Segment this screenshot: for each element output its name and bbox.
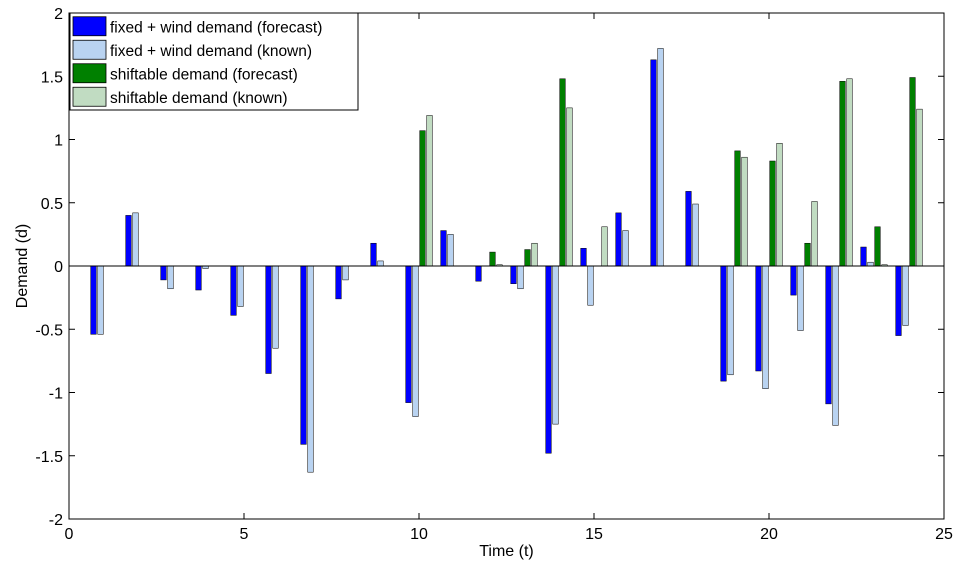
legend-label-1: fixed + wind demand (forecast)	[110, 19, 322, 36]
bar-s3-t14	[559, 78, 566, 267]
bar-s4-t21	[811, 201, 818, 267]
bar-s2-t24	[902, 265, 909, 326]
bar-s1-t17	[650, 59, 657, 267]
bar-s1-t13	[510, 265, 517, 284]
bar-s1-t22	[825, 265, 832, 405]
bar-s3-t13	[524, 249, 531, 267]
bar-s1-t11	[440, 230, 447, 267]
bar-s4-t24	[916, 108, 923, 267]
bar-s1-t3	[160, 265, 167, 281]
x-tick-label: 5	[240, 526, 249, 543]
bar-s1-t7	[300, 265, 307, 445]
bar-s2-t14	[552, 265, 559, 425]
bar-s2-t18	[692, 203, 699, 267]
bar-s1-t14	[545, 265, 552, 454]
bar-s3-t24	[909, 77, 916, 267]
bar-s1-t2	[125, 215, 132, 267]
bar-s4-t14	[566, 107, 573, 267]
x-tick-label: 0	[65, 526, 74, 543]
legend-box	[69, 12, 359, 111]
bar-s4-t19	[741, 156, 748, 267]
bar-s3-t23	[874, 226, 881, 267]
bar-s1-t21	[790, 265, 797, 296]
bar-s2-t13	[517, 265, 524, 290]
bar-s1-t1	[90, 265, 97, 335]
bar-s1-t24	[895, 265, 902, 336]
bar-s1-t6	[265, 265, 272, 374]
bar-s2-t17	[657, 48, 664, 267]
bar-s2-t10	[412, 265, 419, 417]
bar-s1-t9	[370, 242, 377, 267]
bar-s3-t21	[804, 242, 811, 267]
x-tick-label: 15	[585, 526, 603, 543]
axis-ticks: 0 5 10 15 20 25 -2 -1.5 -1 -0.5 0 0.5 1 1.5 2	[35, 6, 953, 543]
y-tick-label: -1	[49, 386, 63, 403]
bar-s4-t10	[426, 115, 433, 267]
bar-s2-t20	[762, 265, 769, 389]
bar-s2-t21	[797, 265, 804, 331]
bar-s2-t16	[622, 230, 629, 267]
bar-s4-t20	[776, 143, 783, 267]
bar-s1-t16	[615, 212, 622, 267]
legend: fixed + wind demand (forecast) fixed + wi…	[69, 12, 359, 111]
y-tick-label: 0	[54, 259, 63, 276]
bar-s1-t5	[230, 265, 237, 316]
legend-label-4: shiftable demand (known)	[110, 90, 288, 107]
bar-s4-t13	[531, 242, 538, 267]
bar-s2-t9	[377, 260, 384, 267]
y-axis-title: Demand (d)	[14, 224, 31, 308]
legend-label-2: fixed + wind demand (known)	[110, 43, 312, 60]
bar-s1-t4	[195, 265, 202, 291]
bar-s1-t19	[720, 265, 727, 382]
bar-s2-t5	[237, 265, 244, 307]
y-tick-label: 1	[54, 133, 63, 150]
legend-swatch-4	[72, 86, 107, 107]
bar-s2-t3	[167, 265, 174, 290]
bar-s2-t15	[587, 265, 594, 306]
legend-swatch-3	[72, 63, 107, 84]
bar-s3-t19	[734, 150, 741, 267]
bar-s3-t10	[419, 130, 426, 267]
y-tick-label: -2	[49, 512, 63, 529]
y-tick-label: -1.5	[35, 449, 63, 466]
y-tick-label: 2	[54, 6, 63, 23]
bar-s1-t18	[685, 191, 692, 267]
bar-s2-t7	[307, 265, 314, 473]
bar-s2-t1	[97, 265, 104, 335]
bar-s1-t15	[580, 248, 587, 267]
bar-s1-t10	[405, 265, 412, 403]
bar-s2-t8	[342, 265, 349, 281]
bar-s1-t23	[860, 246, 867, 267]
bar-s2-t22	[832, 265, 839, 426]
y-tick-label: 0.5	[41, 196, 63, 213]
y-tick-label: -0.5	[35, 322, 63, 339]
legend-label-3: shiftable demand (forecast)	[110, 66, 298, 83]
x-tick-label: 25	[935, 526, 953, 543]
x-tick-label: 20	[760, 526, 778, 543]
legend-swatch-1	[72, 16, 107, 37]
bar-s1-t12	[475, 265, 482, 282]
bar-s2-t19	[727, 265, 734, 376]
bars-group	[90, 48, 923, 473]
bar-s2-t6	[272, 265, 279, 349]
bar-s3-t22	[839, 81, 846, 267]
bar-s4-t22	[846, 78, 853, 267]
legend-swatch-2	[72, 39, 107, 60]
x-tick-label: 10	[410, 526, 428, 543]
bar-s2-t23	[867, 261, 874, 267]
bar-s1-t8	[335, 265, 342, 300]
bar-s2-t11	[447, 234, 454, 267]
bar-s3-t12	[489, 251, 496, 267]
bar-s4-t15	[601, 226, 608, 267]
y-tick-label: 1.5	[41, 69, 63, 86]
bar-s3-t20	[769, 160, 776, 267]
bar-s1-t20	[755, 265, 762, 372]
x-axis-title: Time (t)	[479, 543, 534, 560]
bar-s2-t2	[132, 212, 139, 267]
